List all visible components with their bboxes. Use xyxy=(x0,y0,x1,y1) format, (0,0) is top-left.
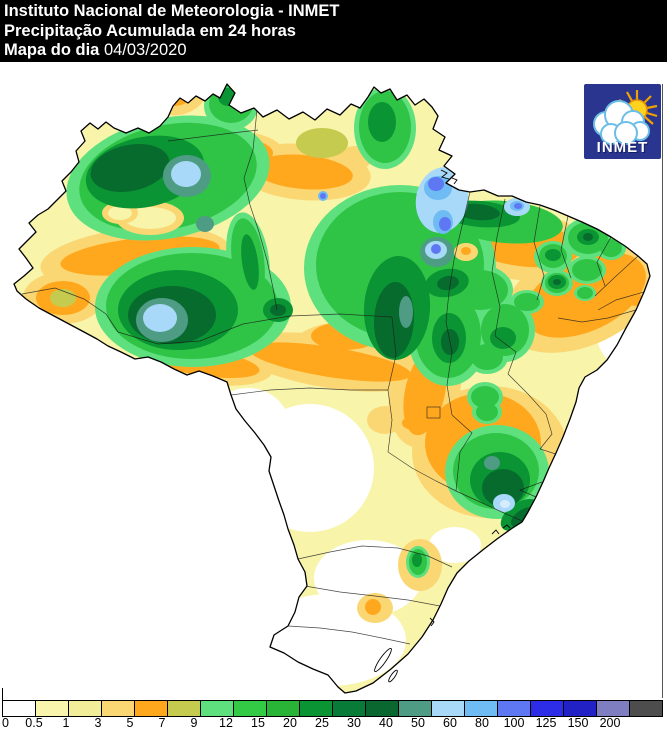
legend-cell xyxy=(597,701,630,716)
legend-cell xyxy=(366,701,399,716)
legend-label: 9 xyxy=(190,716,198,730)
legend-label: 0 xyxy=(2,716,9,730)
header-bar: Instituto Nacional de Meteorologia - INM… xyxy=(0,0,667,62)
legend-label: 15 xyxy=(251,716,265,730)
legend-label: 150 xyxy=(567,716,589,730)
legend-label: 50 xyxy=(411,716,425,730)
legend-label: 25 xyxy=(315,716,329,730)
legend-label: 5 xyxy=(126,716,134,730)
legend-cell xyxy=(300,701,333,716)
legend-cell xyxy=(135,701,168,716)
legend-cell xyxy=(465,701,498,716)
legend-cell xyxy=(531,701,564,716)
legend-label: 12 xyxy=(219,716,233,730)
cloud-icon xyxy=(593,100,650,145)
legend-label: 1 xyxy=(62,716,70,730)
legend-cell xyxy=(333,701,366,716)
header-title: Instituto Nacional de Meteorologia - INM… xyxy=(4,2,340,20)
legend-cell xyxy=(564,701,597,716)
map-date: 04/03/2020 xyxy=(103,41,187,59)
legend-label: 7 xyxy=(158,716,166,730)
legend-axis-tick xyxy=(2,688,3,700)
legend-label: 200 xyxy=(599,716,621,730)
legend-cell xyxy=(102,701,135,716)
legend-bar xyxy=(2,700,663,717)
legend-label: 30 xyxy=(347,716,361,730)
legend-label: 80 xyxy=(475,716,489,730)
legend-cell xyxy=(3,701,36,716)
legend-cell xyxy=(498,701,531,716)
legend-label: 60 xyxy=(443,716,457,730)
inmet-logo: INMET xyxy=(584,84,661,159)
header-subtitle: Precipitação Acumulada em 24 horas xyxy=(4,21,296,40)
legend-label: 125 xyxy=(535,716,557,730)
legend-cell xyxy=(36,701,69,716)
legend-label: 0.5 xyxy=(25,716,43,730)
legend: 0 0.5 1 3 5 7 9 12 15 20 25 30 40 50 60 80 100 125 150 200 xyxy=(0,688,667,730)
legend-cell xyxy=(630,701,662,716)
legend-cell xyxy=(69,701,102,716)
legend-label: 3 xyxy=(94,716,102,730)
legend-cell xyxy=(168,701,201,716)
legend-labels: 0 0.5 1 3 5 7 9 12 15 20 25 30 40 50 60 80 100 125 150 200 xyxy=(0,716,667,730)
legend-label: 20 xyxy=(283,716,297,730)
legend-label: 100 xyxy=(503,716,525,730)
logo-text: INMET xyxy=(596,139,649,156)
map-day-label: Mapa do dia xyxy=(4,41,100,59)
legend-cell xyxy=(234,701,267,716)
legend-cell xyxy=(201,701,234,716)
legend-cell xyxy=(399,701,432,716)
header-date-line: Mapa do dia 04/03/2020 xyxy=(4,41,667,61)
logo-graphic xyxy=(593,90,658,145)
legend-label: 40 xyxy=(379,716,393,730)
legend-cell xyxy=(267,701,300,716)
legend-cell xyxy=(432,701,465,716)
